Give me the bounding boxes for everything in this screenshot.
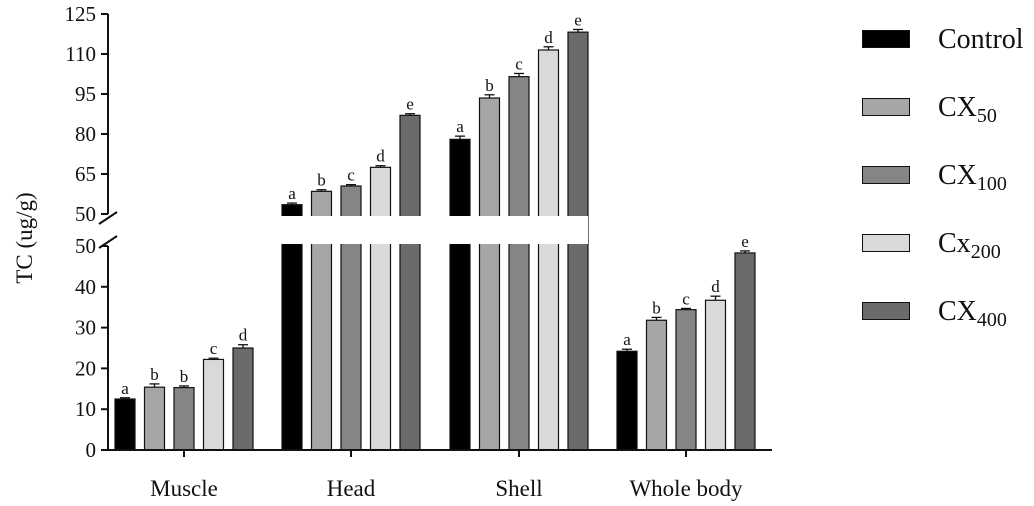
legend-label-cx100: CX100 bbox=[938, 158, 1007, 202]
sig-letter-cx200-muscle: c bbox=[210, 339, 218, 358]
sig-letter-cx200-shell: d bbox=[544, 28, 553, 47]
y-tick-label-lower-50: 50 bbox=[75, 234, 96, 258]
bar-cx400-muscle bbox=[232, 347, 254, 451]
bar-cx200-shell bbox=[537, 49, 560, 451]
bar-cx400-head bbox=[399, 114, 421, 451]
sig-letter-control-head: a bbox=[288, 184, 296, 203]
bar-control-muscle bbox=[114, 398, 136, 451]
sig-letter-cx100-shell: c bbox=[515, 54, 523, 73]
legend-label-control-text: Control bbox=[938, 24, 1024, 55]
y-tick-label-lower-20: 20 bbox=[75, 356, 96, 380]
y-tick-label-lower-0: 0 bbox=[86, 438, 97, 462]
bar-cx200-head bbox=[369, 166, 392, 451]
legend-swatch-control bbox=[862, 30, 910, 48]
sig-letter-cx50-head: b bbox=[317, 171, 326, 190]
legend-label-cx400-text: CX bbox=[938, 296, 977, 327]
y-tick-label-lower-10: 10 bbox=[75, 397, 96, 421]
sig-letter-control-shell: a bbox=[456, 117, 464, 136]
bar-cx100-whole-body bbox=[675, 309, 697, 451]
bar-cx50-shell bbox=[478, 97, 501, 451]
x-tick-label-head: Head bbox=[327, 476, 376, 501]
legend-swatch-cx400 bbox=[862, 302, 910, 320]
sig-letter-cx200-whole-body: d bbox=[711, 277, 720, 296]
sig-letter-cx200-head: d bbox=[376, 147, 385, 166]
sig-letter-cx100-whole-body: c bbox=[682, 289, 690, 308]
sig-letter-cx50-shell: b bbox=[485, 76, 494, 95]
legend-label-cx100-text: CX bbox=[938, 160, 977, 191]
legend-label-control: Control bbox=[938, 22, 1024, 66]
legend: Control CX50 CX100 Cx200 CX400 bbox=[862, 22, 1032, 362]
legend-item-cx100: CX100 bbox=[862, 158, 1032, 226]
legend-label-cx400-sub: 400 bbox=[976, 309, 1007, 331]
sig-letter-cx400-muscle: d bbox=[239, 326, 248, 345]
y-tick-label-upper-50: 50 bbox=[75, 202, 96, 226]
x-tick-label-muscle: Muscle bbox=[150, 476, 218, 501]
bar-cx400-whole-body bbox=[734, 252, 756, 451]
legend-label-cx50-text: CX bbox=[938, 92, 977, 123]
sig-letter-cx400-head: e bbox=[406, 95, 414, 114]
sig-letter-cx50-whole-body: b bbox=[652, 298, 661, 317]
sig-letter-cx50-muscle: b bbox=[150, 365, 159, 384]
legend-label-cx50-sub: 50 bbox=[976, 105, 997, 127]
y-tick-label-upper-80: 80 bbox=[75, 122, 96, 146]
bar-control-shell bbox=[449, 138, 471, 451]
bar-cx200-whole-body bbox=[704, 299, 727, 451]
bar-control-whole-body bbox=[616, 350, 638, 451]
axis-break-gap bbox=[88, 216, 588, 244]
sig-letter-control-muscle: a bbox=[121, 379, 129, 398]
x-tick-label-whole-body: Whole body bbox=[629, 476, 743, 501]
axis-break-mark-upper bbox=[98, 211, 118, 225]
legend-label-cx50: CX50 bbox=[938, 90, 997, 134]
legend-item-cx50: CX50 bbox=[862, 90, 1032, 158]
legend-label-cx200: Cx200 bbox=[938, 226, 1001, 270]
legend-label-cx200-text: Cx bbox=[938, 228, 971, 259]
legend-label-cx100-sub: 100 bbox=[976, 173, 1007, 195]
legend-label-cx200-sub: 200 bbox=[970, 241, 1001, 263]
legend-swatch-cx50 bbox=[862, 98, 910, 116]
y-tick-label-upper-65: 65 bbox=[75, 162, 96, 186]
legend-item-control: Control bbox=[862, 22, 1032, 90]
sig-letter-cx400-shell: e bbox=[574, 10, 582, 29]
sig-letter-control-whole-body: a bbox=[623, 330, 631, 349]
sig-letter-cx400-whole-body: e bbox=[741, 232, 749, 251]
y-tick-label-lower-30: 30 bbox=[75, 316, 96, 340]
y-tick-label-upper-110: 110 bbox=[65, 42, 96, 66]
legend-item-cx400: CX400 bbox=[862, 294, 1032, 362]
legend-label-cx400: CX400 bbox=[938, 294, 1007, 338]
bar-cx50-whole-body bbox=[645, 319, 668, 451]
bar-cx50-muscle bbox=[143, 386, 166, 451]
y-tick-label-upper-125: 125 bbox=[65, 2, 97, 26]
bar-cx100-muscle bbox=[173, 386, 195, 451]
legend-item-cx200: Cx200 bbox=[862, 226, 1032, 294]
y-tick-label-upper-95: 95 bbox=[75, 82, 96, 106]
bar-cx200-muscle bbox=[202, 358, 225, 451]
bar-cx100-shell bbox=[508, 76, 530, 451]
y-axis-title: TC (ug/g) bbox=[12, 192, 37, 283]
legend-swatch-cx100 bbox=[862, 166, 910, 184]
x-tick-label-shell: Shell bbox=[495, 476, 542, 501]
sig-letter-cx100-head: c bbox=[347, 166, 355, 185]
y-tick-label-lower-40: 40 bbox=[75, 275, 96, 299]
sig-letter-cx100-muscle: b bbox=[180, 367, 189, 386]
legend-swatch-cx200 bbox=[862, 234, 910, 252]
